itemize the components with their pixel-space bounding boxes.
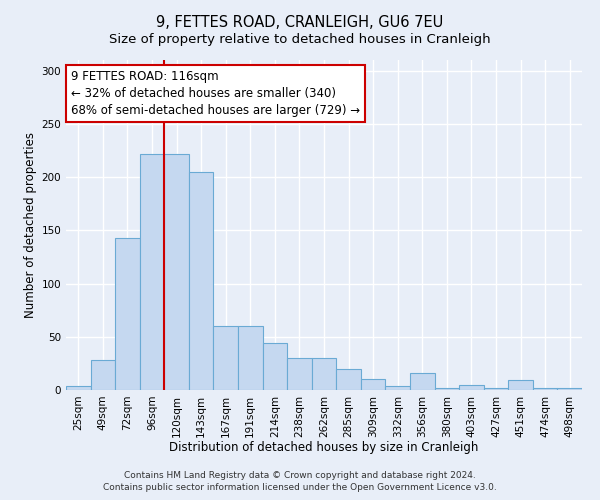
Bar — [312, 358, 336, 390]
Bar — [459, 384, 484, 390]
Bar — [189, 172, 214, 390]
Bar — [508, 380, 533, 390]
Bar — [361, 380, 385, 390]
Text: Contains HM Land Registry data © Crown copyright and database right 2024.
Contai: Contains HM Land Registry data © Crown c… — [103, 471, 497, 492]
Bar — [385, 386, 410, 390]
Bar — [263, 343, 287, 390]
Bar — [557, 388, 582, 390]
Bar — [214, 326, 238, 390]
Bar — [287, 358, 312, 390]
Text: 9, FETTES ROAD, CRANLEIGH, GU6 7EU: 9, FETTES ROAD, CRANLEIGH, GU6 7EU — [157, 15, 443, 30]
Bar — [164, 154, 189, 390]
Text: Size of property relative to detached houses in Cranleigh: Size of property relative to detached ho… — [109, 32, 491, 46]
Bar — [140, 154, 164, 390]
Bar — [115, 238, 140, 390]
Bar — [533, 388, 557, 390]
Bar — [91, 360, 115, 390]
Bar — [410, 373, 434, 390]
X-axis label: Distribution of detached houses by size in Cranleigh: Distribution of detached houses by size … — [169, 441, 479, 454]
Bar — [434, 388, 459, 390]
Bar — [484, 388, 508, 390]
Bar — [336, 368, 361, 390]
Text: 9 FETTES ROAD: 116sqm
← 32% of detached houses are smaller (340)
68% of semi-det: 9 FETTES ROAD: 116sqm ← 32% of detached … — [71, 70, 360, 117]
Y-axis label: Number of detached properties: Number of detached properties — [24, 132, 37, 318]
Bar — [238, 326, 263, 390]
Bar — [66, 386, 91, 390]
